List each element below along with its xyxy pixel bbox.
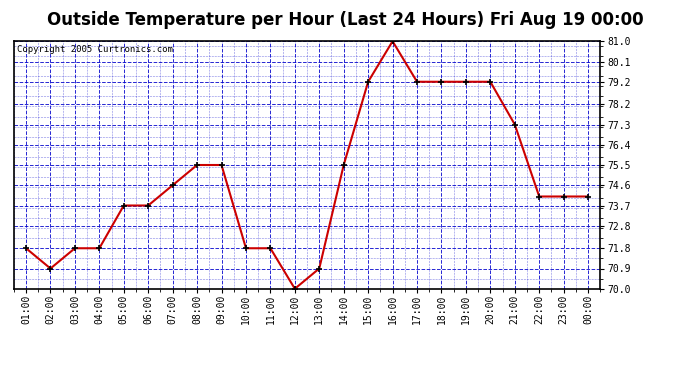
Text: Outside Temperature per Hour (Last 24 Hours) Fri Aug 19 00:00: Outside Temperature per Hour (Last 24 Ho… (47, 11, 643, 29)
Text: Copyright 2005 Curtronics.com: Copyright 2005 Curtronics.com (17, 45, 172, 54)
